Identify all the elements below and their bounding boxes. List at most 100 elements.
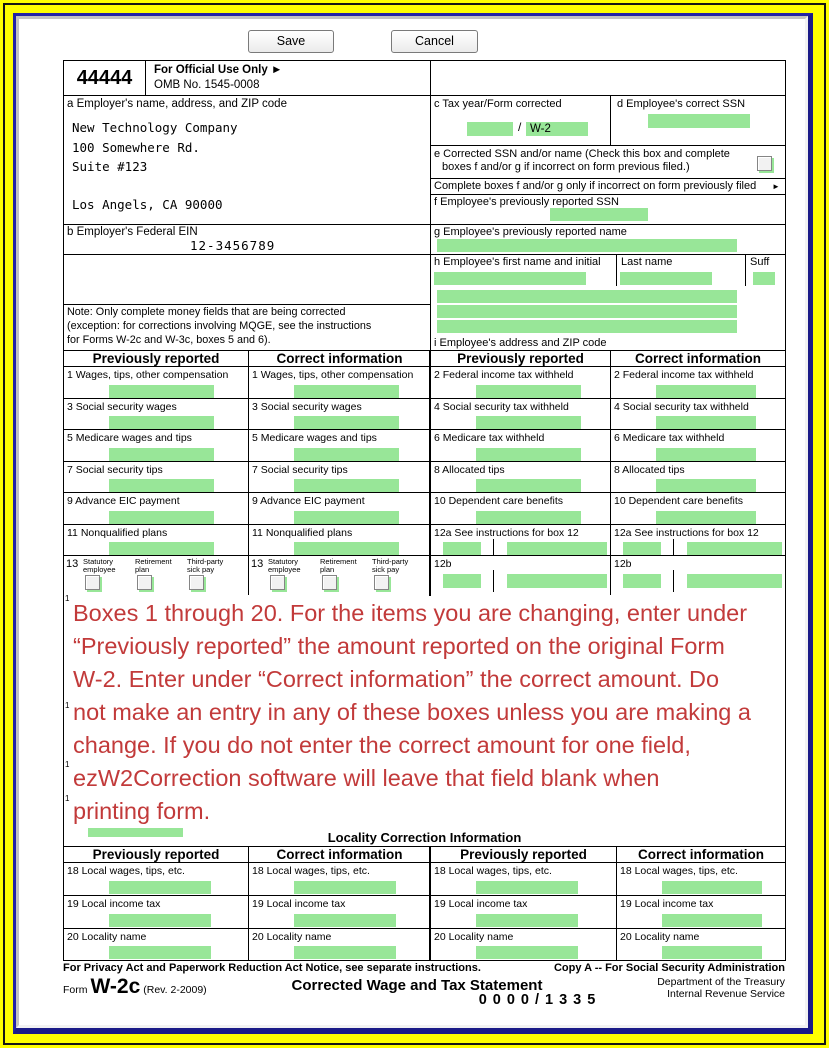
form-type-field[interactable]: W-2	[526, 122, 588, 136]
retirement-plan-checkbox[interactable]	[322, 575, 337, 590]
box12-amount-field[interactable]	[687, 542, 782, 555]
cell-label: 9 Advance EIC payment	[252, 495, 365, 507]
amount-field[interactable]	[656, 385, 756, 398]
amount-field[interactable]	[656, 448, 756, 461]
third-party-sick-pay-checkbox[interactable]	[189, 575, 204, 590]
box12-code-field[interactable]	[443, 574, 481, 588]
retirement-plan-checkbox[interactable]	[137, 575, 152, 590]
amount-field[interactable]	[476, 479, 581, 492]
cell-box13-prev: 13 Statutory employee Retirement plan Th…	[63, 555, 249, 596]
amount-field[interactable]	[476, 385, 581, 398]
amount-field[interactable]	[476, 511, 581, 524]
last-name-field[interactable]	[620, 272, 712, 285]
cell-box1-prev: 1 Wages, tips, other compensation	[63, 366, 249, 399]
cell-label: 7 Social security tips	[67, 464, 163, 476]
locality-center-divider	[429, 846, 431, 961]
locality-header-correct-1: Correct information	[248, 846, 431, 863]
cell-box12a-correct: 12a See instructions for box 12	[610, 524, 786, 556]
box-b-label: b Employer's Federal EIN	[67, 226, 198, 238]
amount-field[interactable]	[294, 914, 396, 927]
amount-field[interactable]	[294, 448, 399, 461]
amount-field[interactable]	[662, 914, 762, 927]
amount-field[interactable]	[109, 542, 214, 555]
amount-field[interactable]	[294, 385, 399, 398]
amount-field[interactable]	[294, 542, 399, 555]
red-note-overlay: 1 1 1 1 Boxes 1 through 20. For the item…	[63, 595, 786, 828]
ein-value[interactable]: 12-3456789	[190, 238, 276, 253]
amount-field[interactable]	[476, 448, 581, 461]
amount-field[interactable]	[476, 881, 578, 894]
amount-field[interactable]	[476, 416, 581, 429]
employee-address-field[interactable]	[437, 305, 737, 318]
box-g-label: g Employee's previously reported name	[434, 226, 627, 238]
amount-field[interactable]	[662, 881, 762, 894]
box12-divider	[493, 539, 494, 556]
employer-address2[interactable]: Suite #123	[72, 159, 148, 174]
amounts-header-prev-right: Previously reported	[430, 350, 611, 367]
amount-field[interactable]	[656, 479, 756, 492]
amount-field[interactable]	[294, 511, 399, 524]
tax-year-field[interactable]	[467, 122, 513, 136]
locality-name-field[interactable]	[476, 946, 578, 959]
amount-field[interactable]	[109, 479, 214, 492]
box12-code-field[interactable]	[623, 542, 661, 555]
note-line3: for Forms W-2c and W-3c, boxes 5 and 6).	[67, 334, 271, 346]
previous-ssn-field[interactable]	[550, 208, 648, 221]
cell-box19: 19 Local income tax	[248, 895, 431, 929]
cell-box9-prev: 9 Advance EIC payment	[63, 492, 249, 525]
amount-field[interactable]	[294, 416, 399, 429]
cell-label: 3 Social security wages	[67, 401, 177, 413]
outer-frame-line	[3, 3, 826, 1045]
locality-name-field[interactable]	[294, 946, 396, 959]
employee-address-field[interactable]	[437, 290, 737, 303]
box12-code-field[interactable]	[623, 574, 661, 588]
previous-name-field[interactable]	[437, 239, 737, 252]
box12-code-field[interactable]	[443, 542, 481, 555]
employer-city[interactable]: Los Angels, CA 90000	[72, 197, 223, 212]
locality-name-field[interactable]	[662, 946, 762, 959]
cell-box3-prev: 3 Social security wages	[63, 398, 249, 430]
amount-field[interactable]	[109, 448, 214, 461]
box12-amount-field[interactable]	[507, 574, 607, 588]
locality-title-row	[63, 828, 786, 847]
first-name-field[interactable]	[434, 272, 586, 285]
box-e-line2: boxes f and/or g if incorrect on form pr…	[442, 161, 690, 173]
box12-amount-field[interactable]	[687, 574, 782, 588]
cell-label: 19 Local income tax	[67, 898, 161, 910]
amount-field[interactable]	[656, 416, 756, 429]
statutory-employee-checkbox[interactable]	[270, 575, 285, 590]
box12-amount-field[interactable]	[507, 542, 607, 555]
amount-field[interactable]	[109, 385, 214, 398]
cell-box10-correct: 10 Dependent care benefits	[610, 492, 786, 525]
employer-name[interactable]: New Technology Company	[72, 120, 238, 135]
amount-field[interactable]	[294, 881, 396, 894]
cell-box4-correct: 4 Social security tax withheld	[610, 398, 786, 430]
red-note-line: ezW2Correction software will leave that …	[73, 765, 660, 791]
official-use-label: For Official Use Only ►	[154, 64, 283, 76]
amount-field[interactable]	[656, 511, 756, 524]
header-empty-box	[430, 60, 786, 96]
cell-box19: 19 Local income tax	[430, 895, 617, 929]
cell-box5-prev: 5 Medicare wages and tips	[63, 429, 249, 462]
suffix-field[interactable]	[753, 272, 775, 285]
correct-ssn-field[interactable]	[648, 114, 750, 128]
amount-field[interactable]	[109, 511, 214, 524]
amount-field[interactable]	[109, 881, 211, 894]
third-party-sick-pay-checkbox[interactable]	[374, 575, 389, 590]
amount-field[interactable]	[294, 479, 399, 492]
amount-field[interactable]	[476, 914, 578, 927]
corrected-ssn-checkbox[interactable]	[757, 156, 772, 171]
save-button[interactable]: Save	[248, 30, 334, 53]
statutory-employee-checkbox[interactable]	[85, 575, 100, 590]
employee-address-field[interactable]	[437, 320, 737, 333]
statutory-employee-label: Statutory employee	[83, 557, 116, 574]
cell-label: 2 Federal income tax withheld	[434, 369, 574, 381]
amount-field[interactable]	[109, 416, 214, 429]
locality-name-field[interactable]	[109, 946, 211, 959]
cancel-button[interactable]: Cancel	[391, 30, 478, 53]
amount-field[interactable]	[109, 914, 211, 927]
employer-address1[interactable]: 100 Somewhere Rd.	[72, 140, 200, 155]
cell-box11-prev: 11 Nonqualified plans	[63, 524, 249, 556]
cell-label: 18 Local wages, tips, etc.	[620, 865, 738, 877]
locality-header-prev-2: Previously reported	[430, 846, 617, 863]
